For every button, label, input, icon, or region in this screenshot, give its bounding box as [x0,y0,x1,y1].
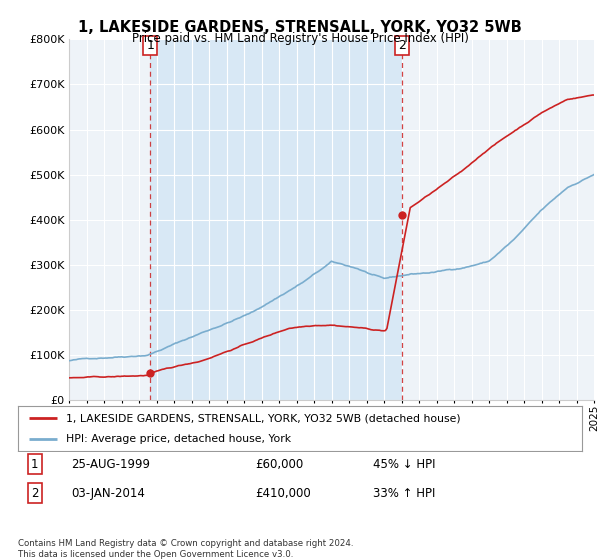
Text: 1, LAKESIDE GARDENS, STRENSALL, YORK, YO32 5WB (detached house): 1, LAKESIDE GARDENS, STRENSALL, YORK, YO… [66,413,461,423]
Text: £410,000: £410,000 [255,487,311,500]
Text: 1: 1 [146,39,154,52]
Text: 25-AUG-1999: 25-AUG-1999 [71,458,151,470]
Text: 1, LAKESIDE GARDENS, STRENSALL, YORK, YO32 5WB: 1, LAKESIDE GARDENS, STRENSALL, YORK, YO… [78,20,522,35]
Text: HPI: Average price, detached house, York: HPI: Average price, detached house, York [66,433,291,444]
Text: Contains HM Land Registry data © Crown copyright and database right 2024.
This d: Contains HM Land Registry data © Crown c… [18,539,353,559]
Text: 2: 2 [398,39,406,52]
Text: 2: 2 [31,487,38,500]
Text: 1: 1 [31,458,38,470]
Text: £60,000: £60,000 [255,458,303,470]
Text: 45% ↓ HPI: 45% ↓ HPI [373,458,436,470]
Text: 33% ↑ HPI: 33% ↑ HPI [373,487,436,500]
Text: 03-JAN-2014: 03-JAN-2014 [71,487,145,500]
Bar [151,39,402,400]
Text: Price paid vs. HM Land Registry's House Price Index (HPI): Price paid vs. HM Land Registry's House … [131,32,469,45]
